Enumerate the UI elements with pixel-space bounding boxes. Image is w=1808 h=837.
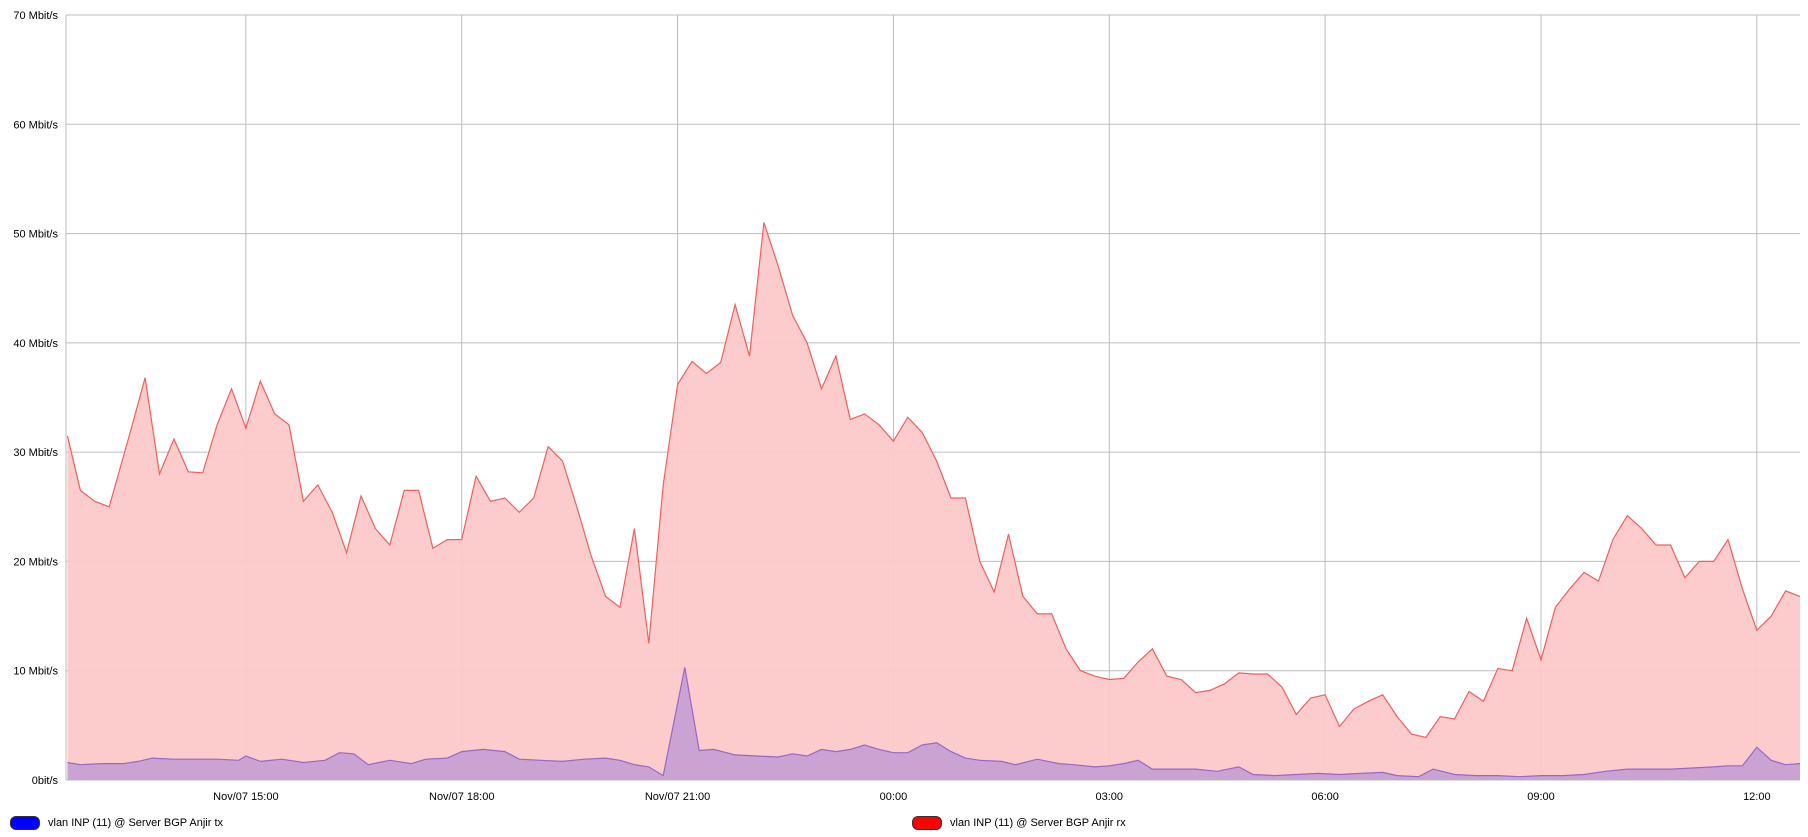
y-tick-label: 40 Mbit/s bbox=[13, 338, 58, 350]
y-tick-label: 30 Mbit/s bbox=[13, 447, 58, 459]
legend-label-tx: vlan INP (11) @ Server BGP Anjir tx bbox=[48, 817, 224, 829]
y-tick-label: 70 Mbit/s bbox=[13, 10, 58, 22]
x-tick-label: 06:00 bbox=[1311, 791, 1339, 803]
y-tick-label: 20 Mbit/s bbox=[13, 556, 58, 568]
legend-swatch-tx bbox=[10, 816, 40, 830]
y-tick-label: 10 Mbit/s bbox=[13, 666, 58, 678]
x-tick-label: Nov/07 21:00 bbox=[645, 791, 710, 803]
y-tick-label: 60 Mbit/s bbox=[13, 119, 58, 131]
legend-item-tx[interactable]: vlan INP (11) @ Server BGP Anjir tx bbox=[10, 814, 223, 832]
x-tick-label: 12:00 bbox=[1743, 791, 1771, 803]
chart-areas bbox=[66, 222, 1801, 781]
x-tick-label: 09:00 bbox=[1527, 791, 1555, 803]
area-fill-rx bbox=[67, 222, 1800, 781]
y-tick-label: 50 Mbit/s bbox=[13, 229, 58, 241]
x-axis-ticks: Nov/07 15:00 Nov/07 18:00 Nov/07 21:00 00:0… bbox=[213, 791, 1770, 803]
y-tick-label: 0bit/s bbox=[32, 775, 59, 787]
x-tick-label: Nov/07 15:00 bbox=[213, 791, 278, 803]
legend-item-rx[interactable]: vlan INP (11) @ Server BGP Anjir rx bbox=[912, 814, 1126, 832]
legend-swatch-rx bbox=[912, 816, 942, 830]
y-axis-ticks: 0bit/s 10 Mbit/s 20 Mbit/s 30 Mbit/s 40 Mbit… bbox=[13, 10, 58, 787]
x-tick-label: 00:00 bbox=[880, 791, 908, 803]
series-line-rx bbox=[66, 222, 1801, 739]
x-tick-label: Nov/07 18:00 bbox=[429, 791, 494, 803]
legend-label-rx: vlan INP (11) @ Server BGP Anjir rx bbox=[950, 817, 1126, 829]
series-line-tx bbox=[67, 667, 1801, 778]
area-fill-tx bbox=[67, 667, 1800, 780]
x-tick-label: 03:00 bbox=[1096, 791, 1124, 803]
